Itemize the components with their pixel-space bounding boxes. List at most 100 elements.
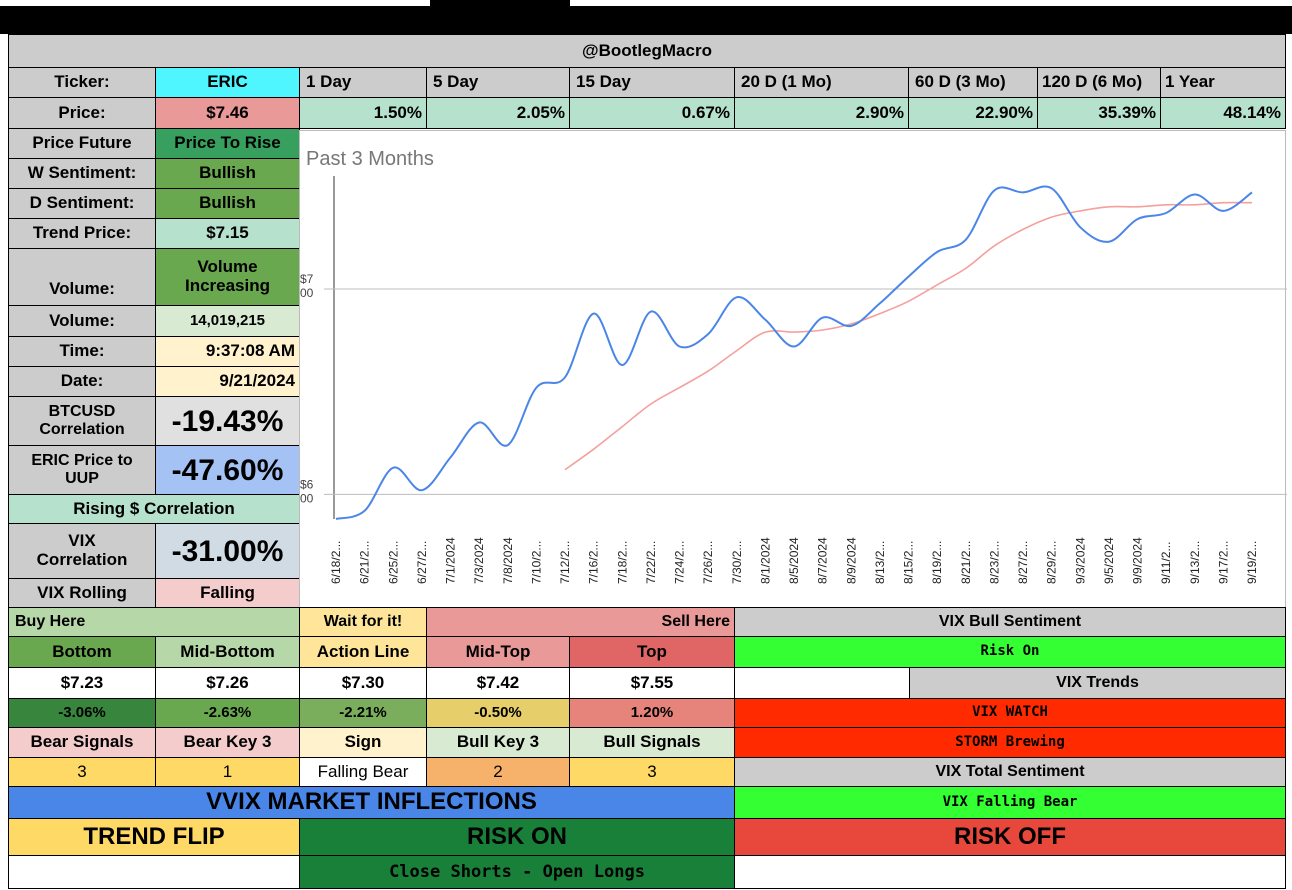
x-tick-label: 8/19/2... xyxy=(930,541,944,584)
level-top-price: $7.55 xyxy=(569,667,735,699)
level-bottom-pct: -3.06% xyxy=(8,698,156,728)
period-15d: 15 Day xyxy=(569,67,735,98)
level-action-pct-cell: -2.21% xyxy=(299,698,427,728)
period-1d: 1 Day xyxy=(299,67,427,98)
sell-here-label: Sell Here xyxy=(426,607,735,637)
x-tick-label: 6/18/2... xyxy=(329,541,343,584)
x-tick-label: 7/16/2... xyxy=(587,541,601,584)
bull-key3-header: Bull Key 3 xyxy=(426,727,570,758)
vix-trends-label: VIX Trends xyxy=(909,667,1286,699)
level-action-price: $7.30 xyxy=(299,667,427,699)
volume2-label: Volume: xyxy=(8,305,156,337)
level-midtop-header: Mid-Top xyxy=(426,636,570,668)
level-bottom-price: $7.23 xyxy=(8,667,156,699)
period-120d: 120 D (6 Mo) xyxy=(1037,67,1161,98)
ticker-value[interactable]: ERIC xyxy=(155,67,300,98)
y-tick-label: $7 xyxy=(300,272,314,286)
x-tick-label: 8/21/2... xyxy=(959,541,973,584)
price-future-value: Price To Rise xyxy=(155,128,300,159)
x-tick-label: 7/24/2... xyxy=(673,541,687,584)
close-shorts-open-longs: Close Shorts - Open Longs xyxy=(299,855,735,889)
level-top-header: Top xyxy=(569,636,735,668)
y-tick-label-cents: 00 xyxy=(300,286,314,300)
price-value: $7.46 xyxy=(155,97,300,129)
btc-corr-label: BTCUSD Correlation xyxy=(8,396,156,446)
x-tick-label: 7/3/2024 xyxy=(472,537,486,584)
price-chart: Past 3 Months $7 00 $6 00 6/18/2... 6/21/2..… xyxy=(299,130,1287,608)
volume-value: 14,019,215 xyxy=(155,305,300,337)
vix-bull-sentiment-label: VIX Bull Sentiment xyxy=(734,607,1286,637)
w-sentiment-label: W Sentiment: xyxy=(8,158,156,189)
x-tick-label: 6/25/2... xyxy=(386,541,400,584)
x-tick-label: 8/9/2024 xyxy=(844,537,858,584)
volume-status: Volume Increasing xyxy=(155,248,300,306)
wait-label: Wait for it! xyxy=(299,607,427,637)
vix-falling-bear: VIX Falling Bear xyxy=(734,786,1286,819)
header-title: @BootlegMacro xyxy=(8,34,1286,68)
price-label: Price: xyxy=(8,97,156,129)
w-sentiment-value: Bullish xyxy=(155,158,300,189)
vix-storm: STORM Brewing xyxy=(734,727,1286,758)
period-60d: 60 D (3 Mo) xyxy=(908,67,1038,98)
level-bottom-header: Bottom xyxy=(8,636,156,668)
vix-trends-blank xyxy=(734,667,910,699)
rising-correlation-label: Rising $ Correlation xyxy=(8,494,300,524)
bull-signals-value: 3 xyxy=(569,757,735,787)
period-5d: 5 Day xyxy=(426,67,570,98)
y-tick-label-cents: 00 xyxy=(300,491,314,505)
moving-average-line xyxy=(564,201,1253,471)
vix-rolling-value: Falling xyxy=(155,578,300,608)
x-tick-label: 8/27/2... xyxy=(1016,541,1030,584)
risk-off-blank xyxy=(734,855,1286,889)
bull-key3-value: 2 xyxy=(426,757,570,787)
x-tick-label: 8/1/2024 xyxy=(758,537,772,584)
bear-signals-value: 3 xyxy=(8,757,156,787)
change-5d: 2.05% xyxy=(426,97,570,129)
period-1y: 1 Year xyxy=(1160,67,1286,98)
d-sentiment-value: Bullish xyxy=(155,188,300,219)
level-action-header: Action Line xyxy=(299,636,427,668)
risk-off-banner: RISK OFF xyxy=(734,818,1286,856)
x-tick-label: 9/13/2... xyxy=(1188,541,1202,584)
top-black-band xyxy=(0,0,1292,34)
level-midtop-pct: -0.50% xyxy=(426,698,570,728)
period-20d: 20 D (1 Mo) xyxy=(734,67,909,98)
x-tick-label: 9/17/2... xyxy=(1216,541,1230,584)
sign-value: Falling Bear xyxy=(299,757,427,787)
top-strip-right xyxy=(570,0,1292,6)
change-60d: 22.90% xyxy=(908,97,1038,129)
x-tick-label: 8/5/2024 xyxy=(787,537,801,584)
x-tick-label: 8/13/2... xyxy=(873,541,887,584)
ticker-label: Ticker: xyxy=(8,67,156,98)
change-1d: 1.50% xyxy=(299,97,427,129)
price-future-label: Price Future xyxy=(8,128,156,159)
uup-corr-label: ERIC Price to UUP xyxy=(8,445,156,495)
time-label: Time: xyxy=(8,336,156,367)
x-tick-label: 7/1/2024 xyxy=(444,537,458,584)
x-tick-label: 9/3/2024 xyxy=(1073,537,1087,584)
change-15d: 0.67% xyxy=(569,97,735,129)
vix-rolling-label: VIX Rolling xyxy=(8,578,156,608)
x-tick-label: 8/7/2024 xyxy=(816,537,830,584)
trend-price-value: $7.15 xyxy=(155,218,300,249)
vix-watch: VIX WATCH xyxy=(734,698,1286,728)
vix-risk-on: Risk On xyxy=(734,636,1286,668)
bear-key3-value: 1 xyxy=(155,757,300,787)
level-midbottom-header: Mid-Bottom xyxy=(155,636,300,668)
volume-label: Volume: xyxy=(8,248,156,306)
x-tick-label: 8/15/2... xyxy=(902,541,916,584)
x-tick-label: 7/22/2... xyxy=(644,541,658,584)
x-tick-label: 9/5/2024 xyxy=(1102,537,1116,584)
level-midbottom-pct: -2.63% xyxy=(155,698,300,728)
y-tick-label: $6 xyxy=(300,477,314,491)
trend-price-label: Trend Price: xyxy=(8,218,156,249)
uup-corr-value: -47.60% xyxy=(155,445,300,495)
btc-corr-value: -19.43% xyxy=(155,396,300,446)
bull-signals-header: Bull Signals xyxy=(569,727,735,758)
x-tick-label: 8/23/2... xyxy=(987,541,1001,584)
x-tick-label: 9/9/2024 xyxy=(1131,537,1145,584)
vix-corr-label: VIX Correlation xyxy=(8,523,156,579)
x-tick-label: 9/19/2... xyxy=(1245,541,1259,584)
x-tick-label: 9/11/2... xyxy=(1159,542,1173,584)
chart-svg: Past 3 Months $700$600 6/18/2... 6/21/2..… xyxy=(300,148,1287,584)
